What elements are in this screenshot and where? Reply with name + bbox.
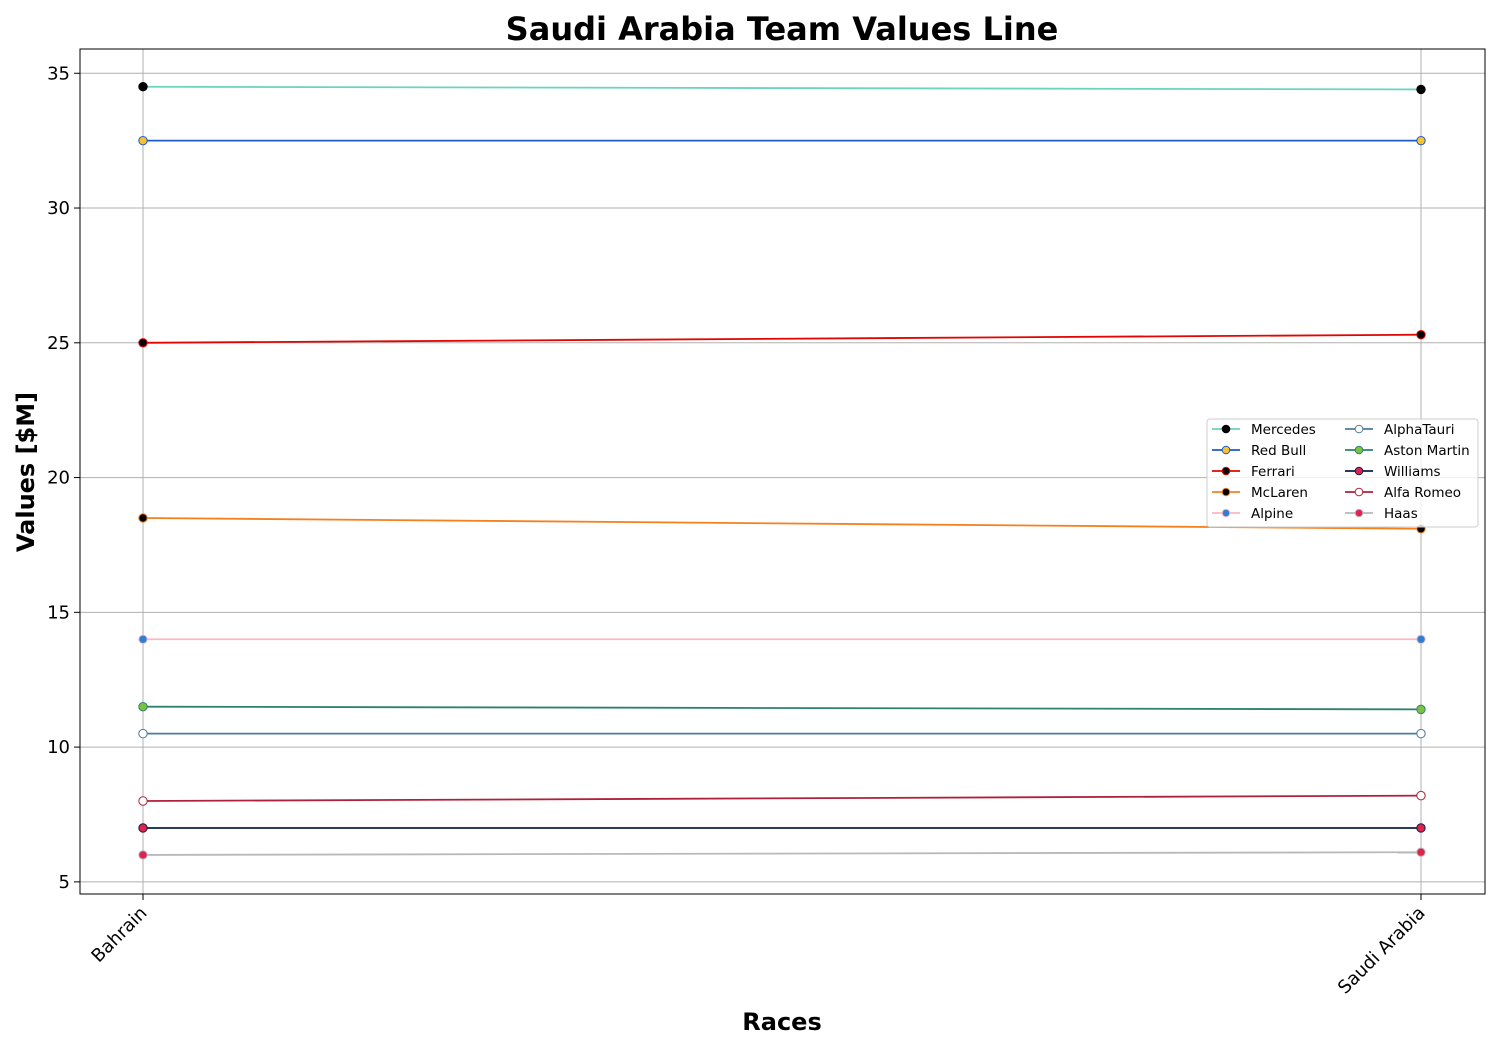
legend-entry: Mercedes: [1212, 422, 1316, 438]
legend-marker: [1221, 487, 1231, 497]
series-markers: [138, 82, 1426, 860]
series-lines: [142, 85, 1422, 856]
data-point-red-bull: [138, 135, 148, 146]
series-line-aston-martin: [142, 705, 1422, 711]
y-tick-label: 30: [47, 198, 70, 219]
legend-entry: Williams: [1345, 464, 1441, 480]
legend-label: Alfa Romeo: [1384, 485, 1461, 501]
y-tick-label: 5: [59, 872, 70, 893]
legend-marker: [1221, 445, 1231, 455]
plot-frame: [79, 48, 1486, 895]
series-line-ferrari: [142, 333, 1422, 344]
y-tick-label: 20: [47, 468, 70, 489]
legend-marker: [1221, 424, 1231, 434]
grid-lines: [80, 49, 1485, 894]
legend-box: [1206, 418, 1479, 528]
legend-entry: Haas: [1345, 506, 1418, 522]
y-tick-label: 25: [47, 333, 70, 354]
chart-title: Saudi Arabia Team Values Line: [506, 10, 1059, 48]
legend-marker: [1354, 445, 1364, 455]
legend-entry: Red Bull: [1212, 443, 1306, 459]
data-point-ferrari: [138, 338, 148, 348]
series-line-haas: [142, 851, 1422, 856]
legend-marker: [1221, 508, 1231, 518]
data-point-haas: [1416, 847, 1426, 857]
data-point-haas: [138, 850, 148, 860]
legend-label: Alpine: [1251, 506, 1293, 522]
series-line-mercedes: [142, 85, 1422, 91]
legend-marker: [1354, 424, 1364, 434]
data-point-mercedes: [1416, 84, 1426, 95]
legend-marker: [1354, 508, 1364, 518]
legend-label: AlphaTauri: [1384, 422, 1455, 438]
y-axis-ticks: 5 10 15 20 25 30 35: [47, 63, 80, 893]
legend: Mercedes Red Bull Ferrari McLaren Alpine Alph…: [1206, 418, 1479, 528]
legend-entry: McLaren: [1212, 485, 1308, 501]
data-point-aston-martin: [138, 701, 148, 712]
legend-label: McLaren: [1251, 485, 1308, 501]
data-point-alfa-romeo: [1416, 790, 1426, 801]
legend-entry: Alfa Romeo: [1345, 485, 1461, 501]
data-point-alphatauri: [1416, 728, 1426, 739]
y-tick-label: 15: [47, 602, 70, 623]
data-point-alpine: [1416, 634, 1426, 644]
legend-entry: Ferrari: [1212, 464, 1295, 480]
data-point-mclaren: [138, 513, 148, 523]
legend-label: Haas: [1384, 506, 1418, 522]
legend-entry: Aston Martin: [1345, 443, 1470, 459]
data-point-aston-martin: [1416, 704, 1426, 715]
data-point-williams: [138, 823, 148, 833]
data-point-ferrari: [1416, 330, 1426, 340]
series-line-alfa-romeo: [142, 794, 1422, 802]
legend-label: Mercedes: [1251, 422, 1316, 438]
legend-marker: [1354, 466, 1364, 476]
legend-label: Williams: [1384, 464, 1441, 480]
data-point-alpine: [138, 634, 148, 644]
legend-label: Red Bull: [1251, 443, 1306, 459]
data-point-mercedes: [138, 82, 148, 92]
data-point-williams: [1416, 823, 1426, 833]
y-tick-label: 35: [47, 63, 70, 84]
legend-entry: AlphaTauri: [1345, 422, 1455, 438]
y-axis-label: Values [$M]: [12, 392, 40, 552]
data-point-alfa-romeo: [138, 796, 148, 806]
data-point-alphatauri: [138, 728, 148, 739]
x-axis-label: Races: [742, 1008, 821, 1036]
legend-label: Aston Martin: [1384, 443, 1470, 459]
data-point-red-bull: [1416, 135, 1426, 146]
legend-marker: [1354, 487, 1364, 497]
legend-entry: Alpine: [1212, 506, 1293, 522]
legend-label: Ferrari: [1251, 464, 1295, 480]
y-tick-label: 10: [47, 737, 70, 758]
legend-marker: [1221, 466, 1231, 476]
